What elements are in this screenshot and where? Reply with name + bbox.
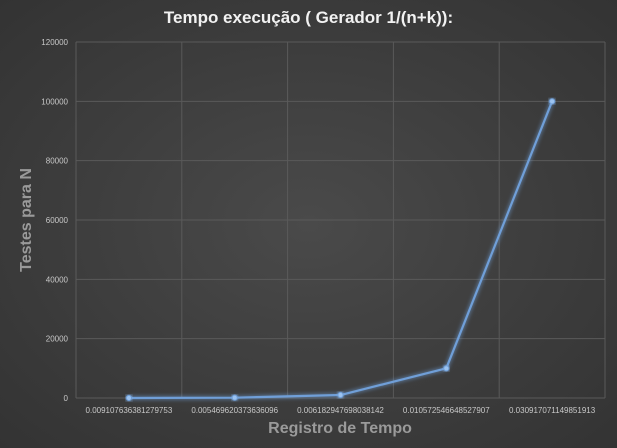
y-tick-label: 80000 xyxy=(46,157,69,166)
series-line xyxy=(128,100,554,400)
y-tick-label: 0 xyxy=(64,394,69,403)
chart-title: Tempo execução ( Gerador 1/(n+k)): xyxy=(163,8,454,27)
x-tick-label: 0.005469620373636096 xyxy=(191,406,278,415)
y-tick-label: 120000 xyxy=(41,38,68,47)
y-tick-label: 100000 xyxy=(41,97,68,106)
data-point xyxy=(125,394,132,402)
y-tick-label: 40000 xyxy=(46,275,69,284)
data-point xyxy=(231,394,238,401)
y-tick-label: 60000 xyxy=(46,216,69,225)
x-tick-label: 0.006182947698038142 xyxy=(297,406,384,415)
gridlines xyxy=(75,41,606,399)
series-layer xyxy=(125,98,556,402)
data-point xyxy=(549,98,556,105)
data-point xyxy=(337,391,344,399)
tick-labels: 0 20000 40000 60000 80000 100000 120000 0.00910… xyxy=(41,38,595,415)
x-tick-label: 0.030917071149851913 xyxy=(509,406,596,415)
x-tick-label: 0.010572546648527907 xyxy=(403,406,490,415)
y-tick-label: 20000 xyxy=(46,335,69,344)
data-point xyxy=(443,365,450,372)
x-axis-title: Registro de Tempo xyxy=(268,420,412,437)
x-tick-label: 0.0091076363812797​53 xyxy=(86,406,173,415)
